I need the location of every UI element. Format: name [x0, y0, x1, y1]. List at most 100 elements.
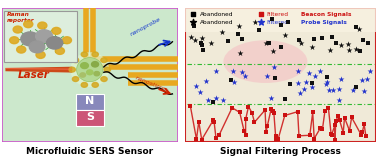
Point — [268, 108, 274, 110]
Point — [307, 134, 313, 137]
Point — [318, 127, 324, 129]
Point — [325, 106, 332, 109]
Circle shape — [62, 37, 71, 44]
Point — [324, 80, 330, 83]
Circle shape — [91, 62, 99, 67]
Point — [285, 21, 291, 23]
Point — [332, 139, 338, 141]
Point — [270, 110, 276, 112]
Circle shape — [17, 46, 26, 53]
Point — [187, 105, 194, 107]
Circle shape — [104, 67, 110, 72]
Point — [225, 39, 231, 42]
Point — [325, 89, 332, 92]
Text: S: S — [86, 112, 94, 122]
Point — [364, 78, 370, 81]
Point — [311, 137, 317, 140]
Circle shape — [29, 41, 45, 53]
FancyBboxPatch shape — [4, 11, 77, 62]
Text: Beacon Signals: Beacon Signals — [301, 12, 351, 17]
Point — [193, 84, 199, 87]
Polygon shape — [2, 8, 178, 142]
Point — [264, 74, 270, 77]
Point — [270, 50, 276, 53]
Point — [324, 76, 330, 78]
Circle shape — [73, 77, 79, 82]
Circle shape — [69, 67, 75, 72]
Point — [341, 116, 347, 119]
Text: Abandoned: Abandoned — [200, 12, 233, 17]
Point — [205, 99, 211, 101]
Point — [211, 121, 217, 123]
Point — [273, 135, 279, 137]
Point — [269, 18, 275, 20]
Point — [242, 74, 248, 77]
Point — [266, 41, 273, 44]
Point — [332, 124, 338, 126]
Circle shape — [24, 21, 33, 28]
Point — [196, 120, 202, 123]
Text: Signal Filtering Process: Signal Filtering Process — [220, 147, 341, 156]
Point — [229, 106, 235, 109]
Point — [322, 83, 328, 85]
Point — [296, 134, 302, 137]
Point — [306, 71, 312, 74]
Point — [365, 42, 371, 44]
Circle shape — [21, 32, 39, 46]
Text: N: N — [85, 96, 94, 106]
Circle shape — [13, 26, 22, 33]
Point — [294, 110, 301, 113]
Point — [319, 128, 325, 130]
Point — [329, 36, 335, 39]
Circle shape — [80, 73, 85, 77]
Point — [346, 48, 352, 51]
Circle shape — [38, 22, 47, 29]
Point — [319, 37, 325, 39]
Text: Probe Signals: Probe Signals — [301, 20, 347, 25]
Circle shape — [94, 72, 100, 76]
Ellipse shape — [70, 52, 109, 87]
Text: nanoprobe: nanoprobe — [130, 16, 162, 37]
Point — [336, 119, 342, 121]
Point — [335, 115, 341, 118]
Text: nanostirrer: nanostirrer — [134, 76, 169, 93]
Point — [271, 112, 277, 115]
Point — [188, 36, 194, 38]
Point — [277, 45, 284, 48]
Point — [237, 111, 243, 114]
Point — [252, 21, 258, 23]
Point — [310, 111, 316, 114]
Point — [349, 116, 355, 119]
Point — [316, 69, 322, 72]
Point — [213, 69, 219, 72]
Text: Microfluidic SERS Sensor: Microfluidic SERS Sensor — [26, 147, 153, 156]
Point — [360, 39, 366, 41]
Point — [361, 90, 367, 92]
Point — [200, 49, 206, 51]
Polygon shape — [185, 8, 376, 142]
Point — [322, 109, 328, 112]
FancyBboxPatch shape — [76, 110, 104, 126]
Point — [220, 99, 226, 102]
Point — [295, 69, 301, 72]
Point — [230, 70, 236, 73]
Point — [192, 39, 198, 41]
Point — [309, 86, 315, 88]
Circle shape — [92, 52, 98, 57]
Point — [271, 66, 277, 69]
Point — [245, 105, 251, 108]
Point — [208, 42, 214, 45]
Point — [282, 97, 288, 100]
Point — [359, 131, 365, 134]
Point — [241, 130, 247, 132]
Circle shape — [101, 77, 107, 82]
Circle shape — [9, 37, 19, 44]
Circle shape — [87, 70, 93, 75]
Point — [333, 42, 339, 45]
Circle shape — [92, 82, 98, 87]
Circle shape — [81, 52, 88, 57]
Point — [263, 131, 269, 133]
Point — [262, 109, 268, 111]
Point — [298, 42, 304, 44]
Point — [278, 24, 284, 26]
